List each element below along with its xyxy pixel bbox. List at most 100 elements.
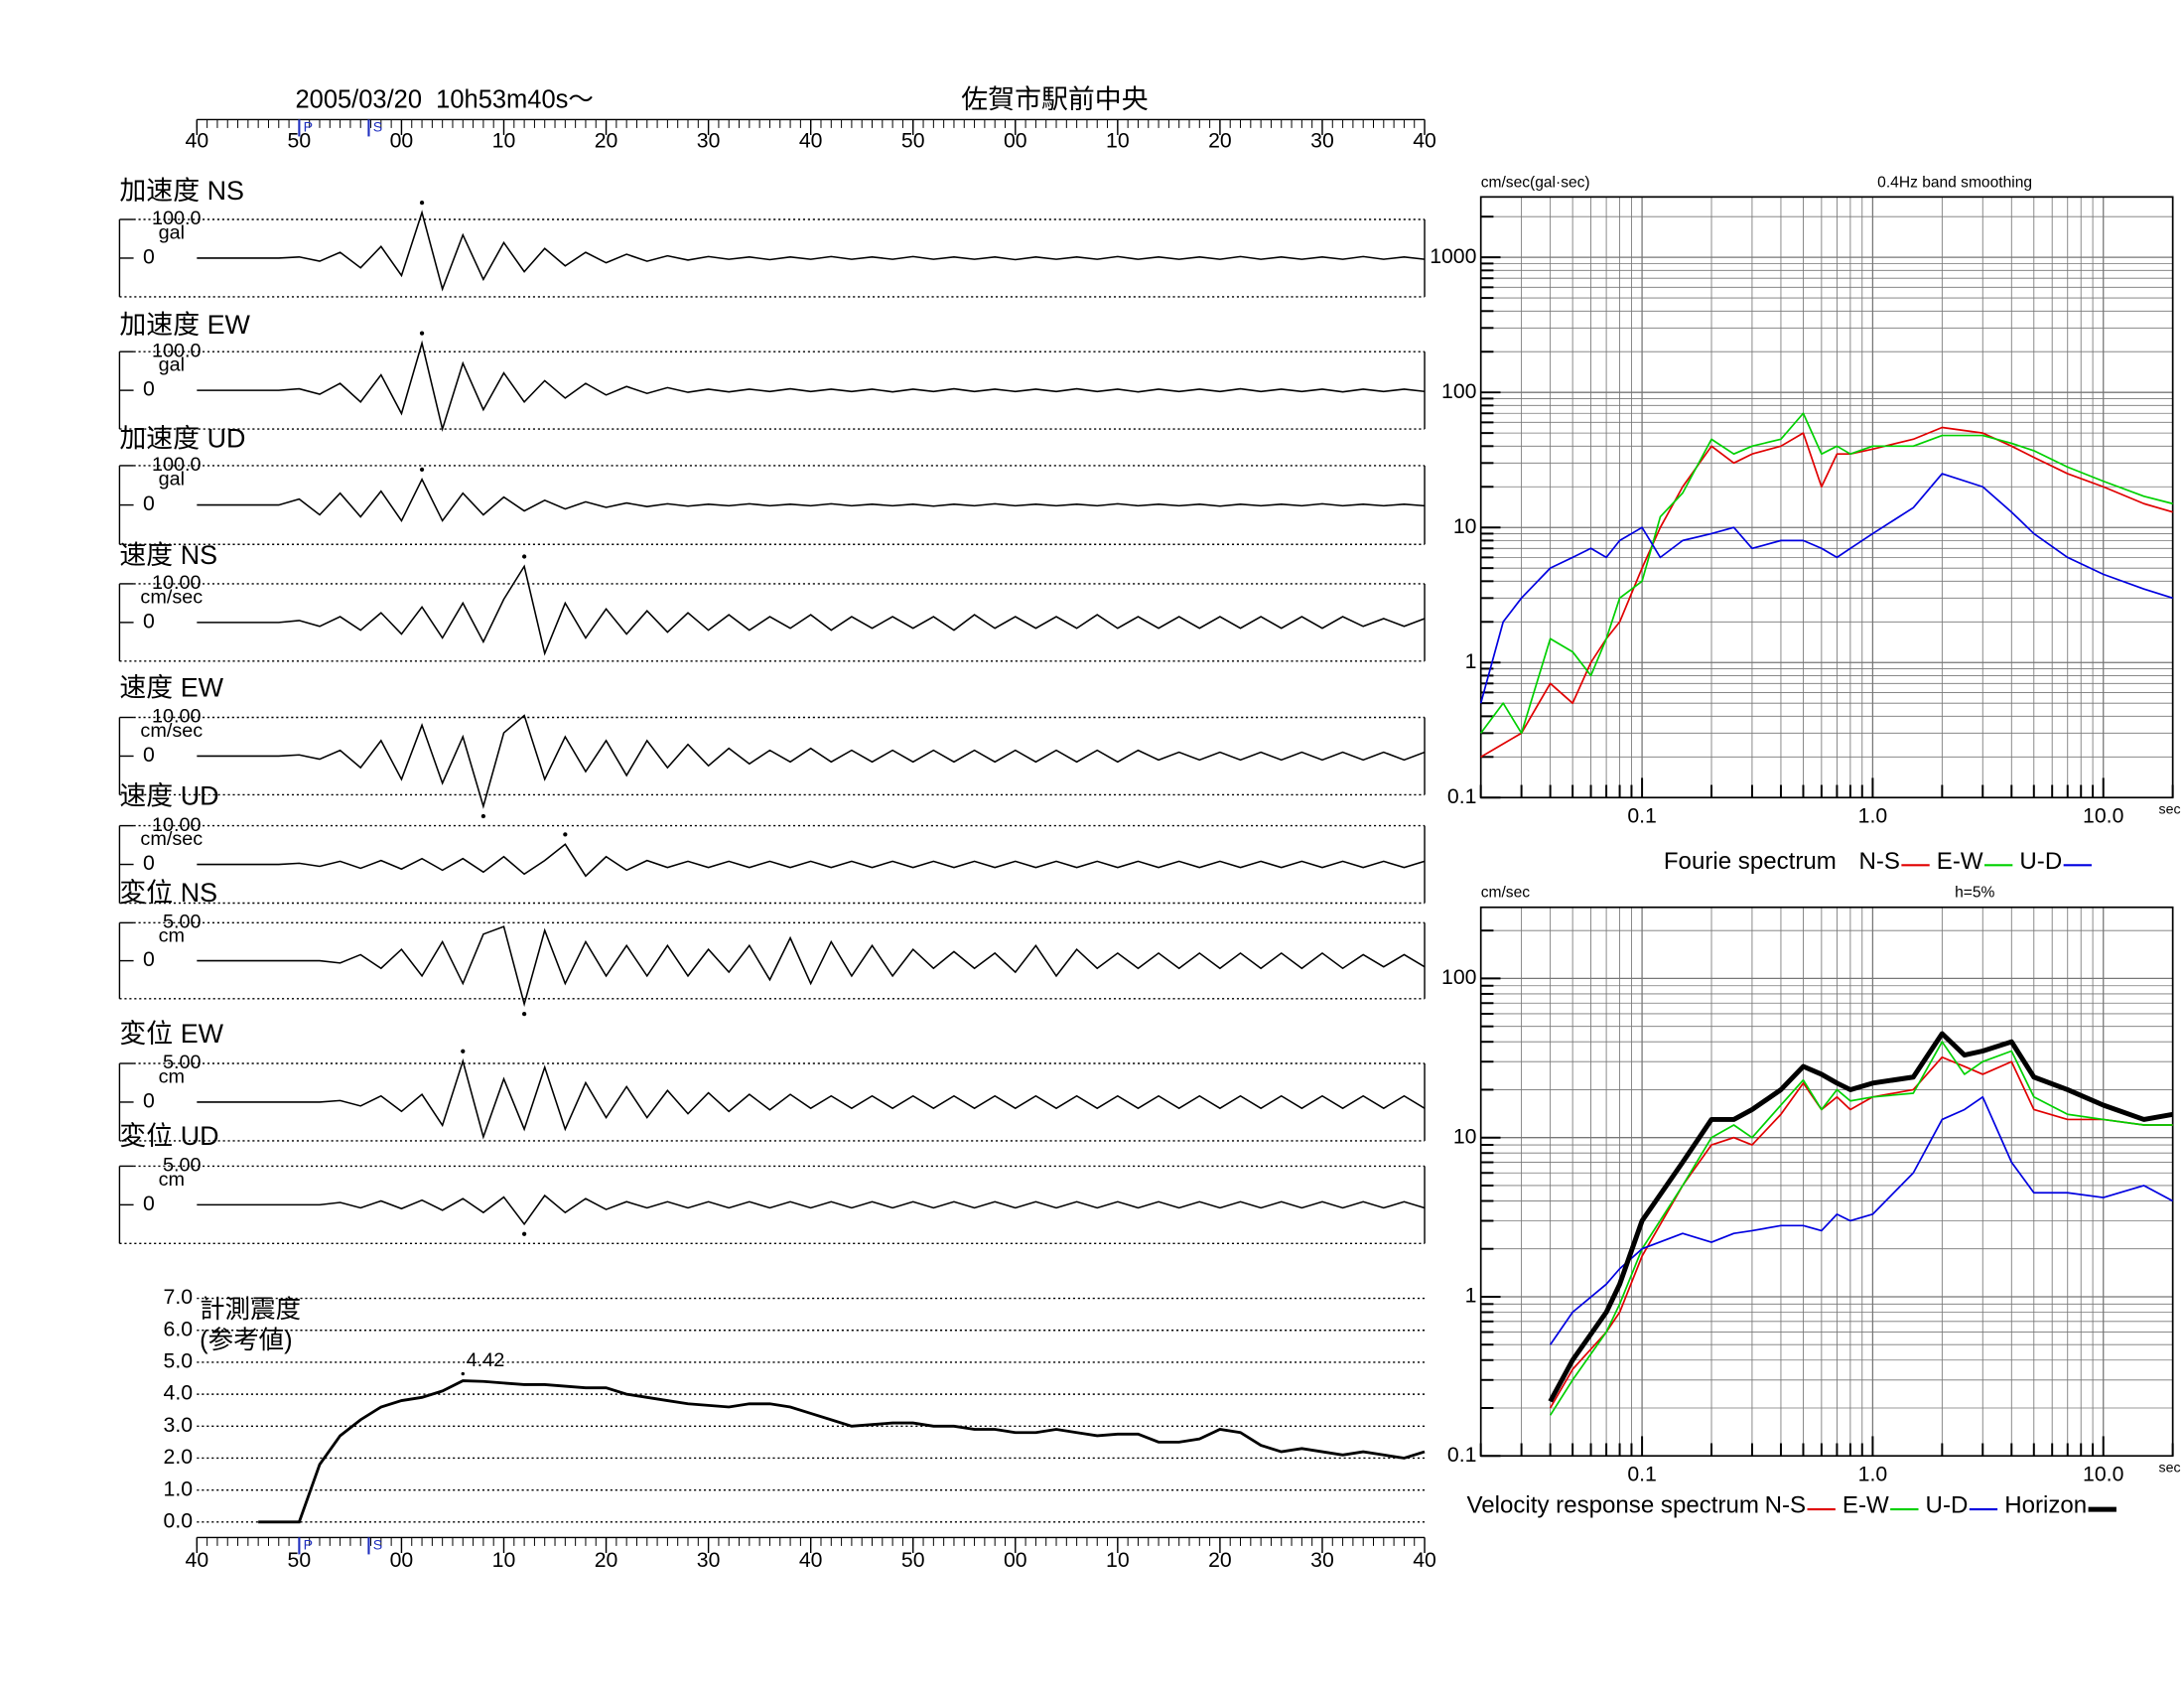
intensity-tick-label: 2.0 [164, 1445, 194, 1469]
waveform [197, 478, 1426, 522]
intensity-tick-label: 5.0 [164, 1349, 194, 1373]
trace-zero-label: 0 [143, 851, 155, 875]
legend-label: U-D [1926, 1492, 1969, 1519]
trace-scale-label: 10.00 [152, 706, 202, 728]
waveform [197, 564, 1426, 656]
time-tick-label: 00 [390, 1548, 414, 1572]
trace-zero-label: 0 [143, 492, 155, 515]
intensity-tick-label: 1.0 [164, 1477, 194, 1500]
peak-dot [563, 832, 568, 837]
legend-label: N-S [1765, 1492, 1806, 1519]
trace-label: 変位 UD [119, 1121, 218, 1151]
trace-unit: cm/sec [140, 586, 203, 608]
spectrum-line [1549, 1095, 2174, 1345]
intensity-tick-label: 0.0 [164, 1508, 194, 1532]
x-tick-label: 1.0 [1858, 804, 1888, 828]
time-tick-label: 40 [186, 129, 209, 153]
trace-zero-label: 0 [143, 245, 155, 269]
trace-scale-label: 5.00 [163, 1155, 202, 1177]
y-tick-label: 0.1 [1447, 1443, 1477, 1467]
y-unit: cm/sec(gal·sec) [1481, 174, 1590, 191]
waveform [197, 925, 1426, 1008]
time-tick-label: 40 [1413, 1548, 1436, 1572]
time-tick-label: 40 [186, 1548, 209, 1572]
waveform [197, 1057, 1426, 1140]
time-tick-label: 40 [1413, 129, 1436, 153]
spectrum-line [1479, 473, 2173, 704]
time-tick-label: 00 [1004, 1548, 1027, 1572]
y-tick-label: 0.1 [1447, 784, 1477, 808]
phase-label: P [304, 1538, 313, 1554]
legend-label: E-W [1843, 1492, 1889, 1519]
x-unit: sec [2159, 802, 2181, 818]
x-tick-label: 0.1 [1627, 1463, 1657, 1486]
x-tick-label: 1.0 [1858, 1463, 1888, 1486]
phase-label: S [373, 1538, 382, 1554]
time-tick-label: 00 [390, 129, 414, 153]
legend-label: U-D [2019, 848, 2062, 875]
time-tick-label: 30 [697, 129, 721, 153]
time-tick-label: 50 [288, 129, 312, 153]
peak-dot [419, 200, 425, 206]
trace-zero-label: 0 [143, 377, 155, 401]
trace-unit: gal [159, 354, 185, 376]
trace-label: 速度 UD [119, 780, 218, 810]
trace-unit: gal [159, 468, 185, 490]
time-tick-label: 10 [1106, 1548, 1130, 1572]
intensity-peak-label: 4.42 [467, 1349, 505, 1371]
phase-label: S [373, 120, 382, 136]
chart-note: 0.4Hz band smoothing [1877, 174, 2032, 191]
x-unit: sec [2159, 1461, 2181, 1477]
time-tick-label: 20 [595, 129, 618, 153]
trace-scale-label: 100.0 [152, 454, 202, 476]
spectrum-line [1480, 412, 2173, 735]
peak-dot [419, 467, 425, 473]
time-tick-label: 10 [492, 129, 516, 153]
time-tick-label: 30 [697, 1548, 721, 1572]
trace-zero-label: 0 [143, 609, 155, 633]
trace-label: 速度 EW [119, 672, 223, 702]
legend-label: N-S [1858, 848, 1899, 875]
y-tick-label: 10 [1453, 1124, 1477, 1148]
time-tick-label: 50 [901, 129, 925, 153]
time-tick-label: 50 [288, 1548, 312, 1572]
trace-scale-label: 100.0 [152, 208, 202, 229]
y-unit: cm/sec [1481, 885, 1531, 902]
waveform [197, 843, 1426, 878]
record-title: 2005/03/20 10h53m40s〜 [295, 86, 593, 114]
trace-zero-label: 0 [143, 743, 155, 767]
plot-frame [1479, 906, 2174, 1458]
peak-dot [521, 1011, 527, 1017]
legend-label: E-W [1937, 848, 1983, 875]
time-tick-label: 40 [799, 1548, 823, 1572]
intensity-tick-label: 3.0 [164, 1413, 194, 1437]
trace-label: 変位 EW [119, 1019, 223, 1049]
time-tick-label: 50 [901, 1548, 925, 1572]
trace-zero-label: 0 [143, 1192, 155, 1215]
trace-label: 変位 NS [119, 878, 217, 908]
peak-dot [461, 1049, 466, 1054]
y-tick-label: 1000 [1430, 244, 1476, 268]
trace-unit: cm/sec [140, 720, 203, 742]
plot-frame [1479, 196, 2174, 799]
y-tick-label: 100 [1441, 965, 1476, 989]
trace-unit: gal [159, 221, 185, 243]
trace-scale-label: 10.00 [152, 572, 202, 594]
chart-note: h=5% [1955, 885, 1994, 902]
intensity-subtitle: (参考値) [200, 1327, 292, 1354]
trace-unit: cm [159, 1065, 185, 1087]
phase-label: P [304, 120, 313, 136]
time-tick-label: 20 [1208, 129, 1232, 153]
intensity-tick-label: 4.0 [164, 1381, 194, 1405]
peak-dot [521, 554, 527, 559]
waveform [197, 340, 1426, 433]
trace-label: 加速度 NS [119, 176, 244, 206]
x-tick-label: 0.1 [1627, 804, 1657, 828]
intensity-peak-dot [461, 1371, 465, 1376]
trace-scale-label: 5.00 [163, 912, 202, 933]
spectrum-line [1548, 1031, 2174, 1403]
trace-label: 加速度 UD [119, 424, 245, 454]
